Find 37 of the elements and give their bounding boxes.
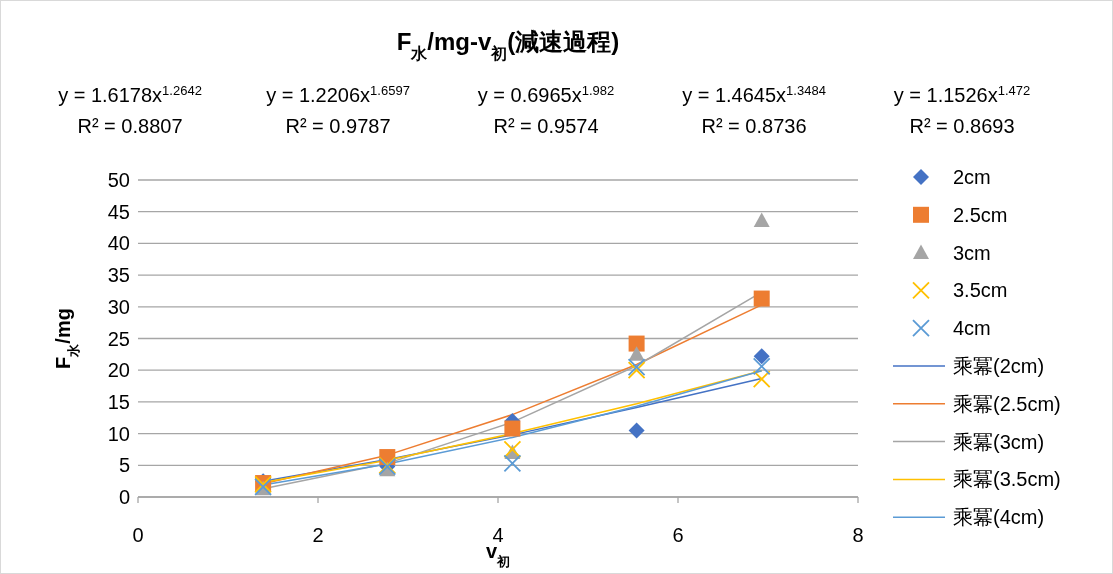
text: y = 1.2206x$^{1.6597}$ [266,82,410,106]
text: R² = 0.8693 [909,115,1015,137]
text: R² = 0.8736 [701,115,807,137]
x-tick-label: 6 [672,524,684,546]
legend-label: 乘冪(4cm) [953,506,1045,529]
chart-title: F$_{水}$/mg-v$_{初}$(減速過程) [396,28,620,62]
text: R² = 0.8807 [77,115,183,137]
legend-label: 2cm [953,166,991,188]
y-tick-label: 45 [107,200,130,223]
text: R² = 0.9787 [285,115,391,137]
y-tick-label: 35 [107,264,130,287]
x-tick-label: 2 [312,524,324,546]
legend-label: 乘冪(3.5cm) [953,468,1061,491]
legend-label: 3.5cm [953,279,1008,302]
text: R² = 0.9574 [493,115,599,137]
legend-label: 乘冪(3cm) [953,430,1045,453]
legend-label: 4cm [953,317,991,340]
text: y = 1.4645x$^{1.3484}$ [682,82,826,106]
y-tick-label: 0 [118,486,130,508]
y-tick-label: 20 [107,359,130,382]
y-tick-label: 25 [107,327,130,350]
x-tick-label: 0 [132,524,144,546]
legend-label: 乘冪(2cm) [953,355,1045,377]
y-tick-label: 10 [107,422,130,445]
x-tick-label: 8 [852,524,864,546]
y-tick-label: 50 [107,169,130,191]
legend-label: 3cm [953,241,991,264]
text: y = 1.1526x$^{1.472}$ [893,82,1031,106]
text: y = 1.6178x$^{1.2642}$ [58,82,202,106]
x-tick-label: 4 [492,524,504,546]
y-tick-label: 40 [107,232,130,255]
y-tick-label: 15 [107,390,130,413]
legend-label: 乘冪(2.5cm) [953,392,1061,415]
text: y = 0.6965x$^{1.982}$ [477,82,615,106]
legend-label: 2.5cm [953,203,1008,226]
y-tick-label: 5 [118,454,130,477]
y-tick-label: 30 [107,295,130,318]
